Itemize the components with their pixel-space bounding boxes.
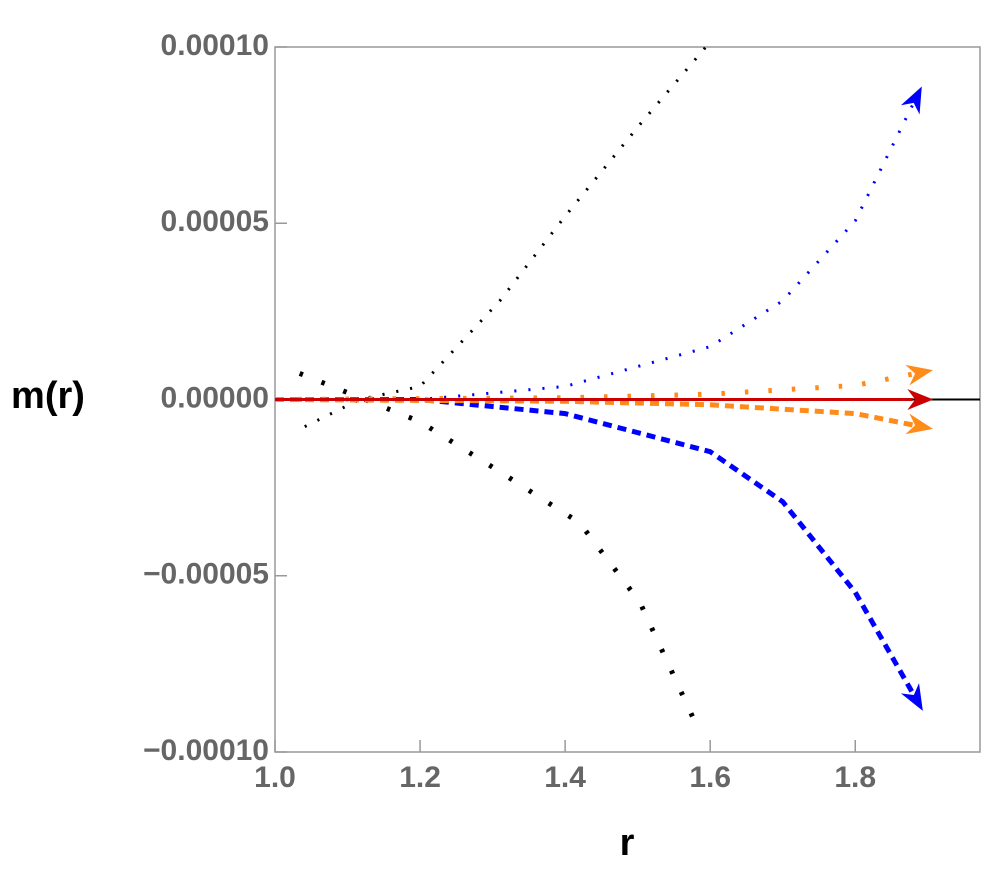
x-axis-label: r: [620, 822, 635, 864]
y-axis-label: m(r): [11, 375, 85, 417]
series-line: [275, 86, 922, 401]
x-tick-label: 1.2: [399, 761, 441, 794]
x-tick-label: 1.4: [544, 761, 586, 794]
x-tick-label: 1.8: [834, 761, 876, 794]
x-tick-label: 1.0: [254, 761, 296, 794]
series-line: [274, 364, 933, 402]
series-line: [304, 46, 707, 428]
x-tick-label: 1.6: [689, 761, 731, 794]
y-tick-label: 0.00000: [161, 381, 269, 414]
series-line: [274, 397, 933, 435]
y-tick-label: −0.00010: [143, 734, 269, 767]
series-line: [298, 371, 703, 735]
y-tick-label: 0.00005: [161, 205, 269, 238]
y-tick-label: −0.00005: [143, 558, 269, 591]
y-tick-label: 0.00010: [161, 29, 269, 62]
series-line: [275, 397, 923, 711]
